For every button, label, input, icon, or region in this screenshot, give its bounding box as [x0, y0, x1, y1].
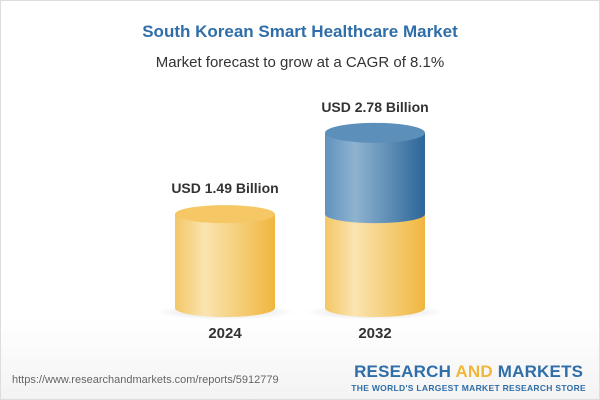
logo-text: RESEARCH [354, 362, 456, 381]
cylinder-top [175, 205, 275, 224]
chart-subtitle: Market forecast to grow at a CAGR of 8.1… [155, 54, 445, 71]
cylinder-top [325, 122, 425, 143]
cylinder-base-segment [175, 214, 275, 317]
data-label: USD 2.78 Billion [321, 99, 428, 115]
logo-text: MARKETS [492, 362, 584, 381]
logo-tagline: THE WORLD'S LARGEST MARKET RESEARCH STOR… [351, 383, 586, 393]
category-label: 2024 [208, 325, 242, 342]
logo-text-and: AND [455, 362, 493, 381]
source-url[interactable]: https://www.researchandmarkets.com/repor… [12, 374, 279, 386]
data-label: USD 1.49 Billion [171, 180, 278, 196]
category-label: 2032 [358, 325, 391, 342]
chart-title: South Korean Smart Healthcare Market [142, 22, 458, 41]
cylinder-base-segment [325, 214, 425, 317]
brand-logo: RESEARCH AND MARKETS THE WORLD'S LARGEST… [351, 362, 586, 393]
cylinder-growth-segment [325, 132, 425, 224]
